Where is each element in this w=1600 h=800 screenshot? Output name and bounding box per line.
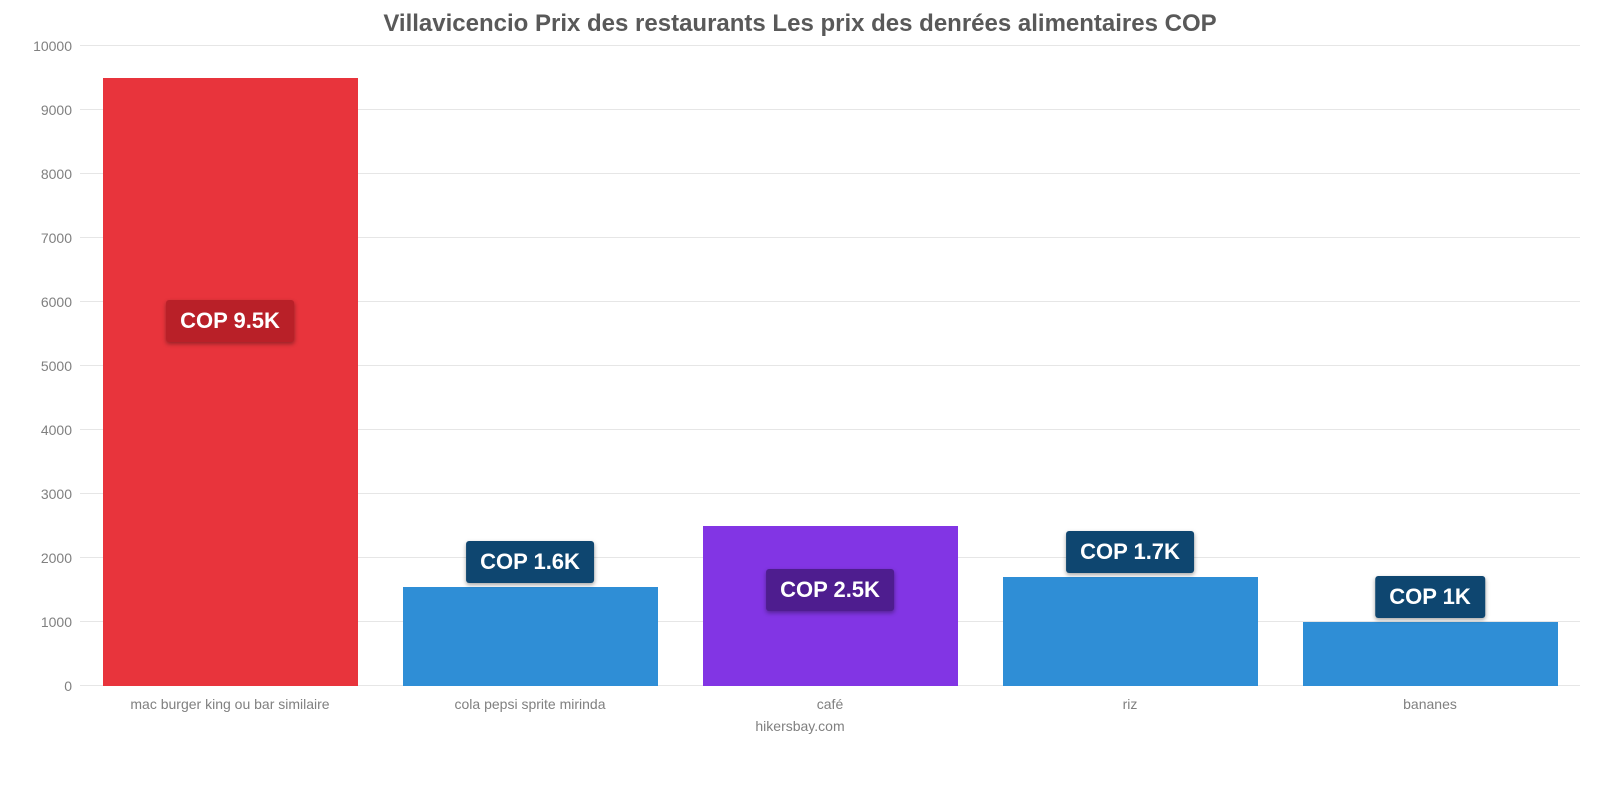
bar: COP 1K bbox=[1303, 622, 1558, 686]
plot-row: 0100020003000400050006000700080009000100… bbox=[20, 46, 1580, 686]
x-tick-label: café bbox=[680, 696, 980, 712]
bar-slot: COP 1.7K bbox=[980, 46, 1280, 686]
bar: COP 9.5K bbox=[103, 78, 358, 686]
y-tick-label: 3000 bbox=[41, 486, 72, 502]
y-tick-label: 4000 bbox=[41, 422, 72, 438]
x-tick-label: riz bbox=[980, 696, 1280, 712]
bar-slot: COP 1.6K bbox=[380, 46, 680, 686]
bar-value-label: COP 1.7K bbox=[1066, 531, 1194, 573]
bar-slot: COP 9.5K bbox=[80, 46, 380, 686]
bar-value-label: COP 9.5K bbox=[166, 300, 294, 342]
bar-value-label: COP 2.5K bbox=[766, 569, 894, 611]
y-axis: 0100020003000400050006000700080009000100… bbox=[20, 46, 80, 686]
bar-value-label: COP 1K bbox=[1375, 576, 1485, 618]
x-tick-label: cola pepsi sprite mirinda bbox=[380, 696, 680, 712]
source-attribution: hikersbay.com bbox=[20, 718, 1580, 734]
y-tick-label: 10000 bbox=[33, 38, 72, 54]
x-tick-label: mac burger king ou bar similaire bbox=[80, 696, 380, 712]
x-axis-labels: mac burger king ou bar similairecola pep… bbox=[80, 696, 1580, 712]
bar: COP 1.6K bbox=[403, 587, 658, 686]
y-tick-label: 1000 bbox=[41, 614, 72, 630]
x-tick-label: bananes bbox=[1280, 696, 1580, 712]
chart-title: Villavicencio Prix des restaurants Les p… bbox=[20, 10, 1580, 38]
bar-value-label: COP 1.6K bbox=[466, 541, 594, 583]
y-tick-label: 8000 bbox=[41, 166, 72, 182]
x-axis-row: mac burger king ou bar similairecola pep… bbox=[20, 686, 1580, 712]
y-tick-label: 6000 bbox=[41, 294, 72, 310]
bar-slot: COP 1K bbox=[1280, 46, 1580, 686]
y-tick-label: 7000 bbox=[41, 230, 72, 246]
bar: COP 2.5K bbox=[703, 526, 958, 686]
bar: COP 1.7K bbox=[1003, 577, 1258, 686]
bars-group: COP 9.5K COP 1.6K COP 2.5K COP 1.7K COP 1K bbox=[80, 46, 1580, 686]
y-tick-label: 0 bbox=[64, 678, 72, 694]
y-tick-label: 9000 bbox=[41, 102, 72, 118]
y-tick-label: 2000 bbox=[41, 550, 72, 566]
chart-container: Villavicencio Prix des restaurants Les p… bbox=[0, 0, 1600, 800]
plot-area: COP 9.5K COP 1.6K COP 2.5K COP 1.7K COP 1K bbox=[80, 46, 1580, 686]
bar-slot: COP 2.5K bbox=[680, 46, 980, 686]
y-tick-label: 5000 bbox=[41, 358, 72, 374]
